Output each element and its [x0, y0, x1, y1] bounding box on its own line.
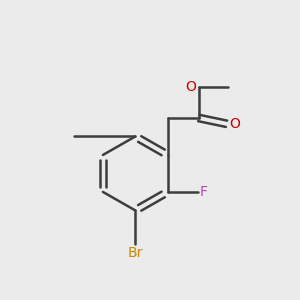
Text: Br: Br	[128, 246, 143, 260]
Text: F: F	[200, 185, 208, 199]
Text: O: O	[229, 117, 240, 131]
Text: O: O	[186, 80, 196, 94]
